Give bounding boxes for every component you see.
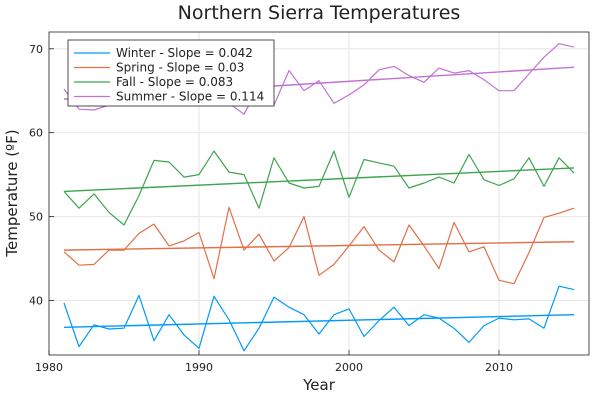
trend-line-fall [63, 167, 575, 193]
legend-label-winter: Winter - Slope = 0.042 [116, 46, 253, 60]
x-axis-title: Year [302, 376, 336, 394]
tick-labels: 1980 1990 2000 2010 40 50 60 70 [29, 43, 513, 374]
x-tick-label: 2000 [335, 361, 363, 374]
y-tick-label: 60 [29, 127, 43, 140]
series-line-spring [63, 206, 575, 285]
y-axis-title: Temperature (ºF) [3, 129, 21, 257]
chart-title: Northern Sierra Temperatures [178, 2, 461, 24]
x-tick-label: 1980 [35, 361, 63, 374]
legend-box [67, 39, 275, 107]
y-tick-label: 50 [29, 211, 43, 224]
plot-area-frame [48, 31, 590, 356]
legend-label-summer: Summer - Slope = 0.114 [116, 90, 264, 104]
series-line-fall [63, 150, 575, 226]
series-line-winter [63, 285, 575, 352]
legend-label-spring: Spring - Slope = 0.03 [116, 61, 244, 75]
x-tick-label: 1990 [185, 361, 213, 374]
legend-label-fall: Fall - Slope = 0.083 [116, 75, 233, 89]
x-tick-label: 2010 [485, 361, 513, 374]
y-tick-label: 70 [29, 43, 43, 56]
trend-line-spring [63, 241, 575, 251]
y-tick-label: 40 [29, 294, 43, 307]
